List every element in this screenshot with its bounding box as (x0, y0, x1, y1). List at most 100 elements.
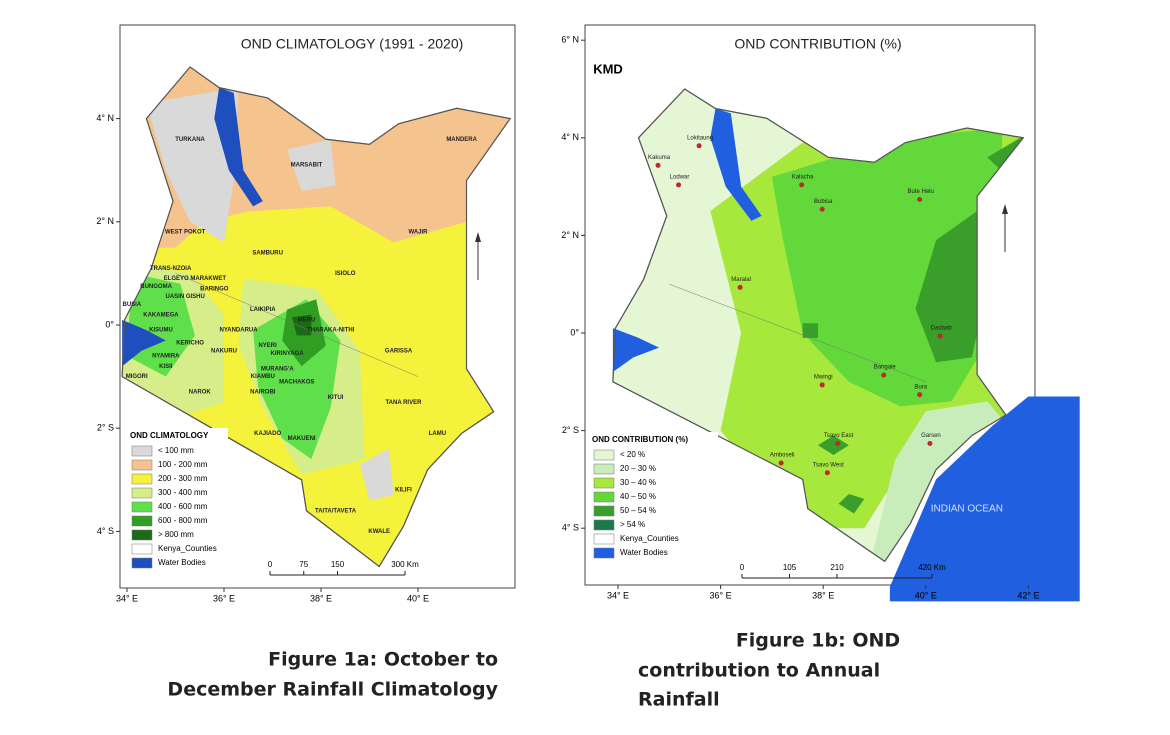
legend-swatch (131, 473, 153, 485)
place-label: KILIFI (395, 488, 412, 494)
legend-label: > 54 % (620, 520, 645, 529)
lat-label: 4° N (561, 132, 579, 142)
legend-swatch (593, 477, 615, 489)
place-label: KWALE (368, 529, 390, 535)
place-label: NYERI (258, 343, 277, 349)
zone (818, 435, 849, 455)
town-dot (937, 333, 943, 339)
place-label: Bura (914, 384, 927, 390)
lat-label: 0° (570, 327, 579, 337)
lon-label: 34° E (116, 593, 138, 603)
place-label: KISII (159, 364, 173, 370)
lon-label: 38° E (310, 593, 332, 603)
place-label: BUSIA (123, 302, 142, 308)
place-label: Bute Helu (907, 189, 933, 195)
map-title: OND CLIMATOLOGY (1991 - 2020) (241, 36, 464, 52)
scale-label: 0 (268, 560, 273, 569)
place-label: LAIKIPIA (250, 307, 276, 313)
lon-label: 36° E (213, 593, 235, 603)
town-dot (819, 206, 825, 212)
legend-swatch (131, 543, 153, 555)
place-label: Bubisa (814, 199, 833, 205)
caption: Figure 1b: OND (736, 630, 900, 652)
legend-label: Water Bodies (620, 548, 668, 557)
legend-label: 40 – 50 % (620, 492, 656, 501)
scale-label: 420 Km (918, 563, 946, 572)
country-outline (121, 66, 512, 568)
legend-swatch (131, 501, 153, 513)
place-label: UASIN GISHU (166, 294, 205, 300)
legend-swatch (131, 557, 153, 569)
place-label: MARSABIT (291, 163, 323, 169)
scale-label: 105 (783, 563, 797, 572)
place-label: NYAMIRA (152, 354, 180, 360)
town-dot (676, 182, 682, 188)
place-label: KITUI (328, 395, 344, 401)
place-label: BUNGOMA (140, 284, 172, 290)
place-label: LAMU (429, 431, 446, 437)
legend-label: Kenya_Counties (620, 534, 679, 543)
map-title: OND CONTRIBUTION (%) (734, 36, 901, 52)
place-label: MANDERA (446, 137, 477, 143)
lon-label: 42° E (1017, 590, 1039, 600)
lake-turkana (214, 87, 263, 207)
lat-label: 2° N (96, 216, 114, 226)
lat-label: 4° N (96, 113, 114, 123)
place-label: Garsen (921, 433, 941, 439)
place-label: TURKANA (175, 137, 205, 143)
place-label: Dadaab (931, 326, 953, 332)
place-label: Mwingi (814, 374, 833, 380)
town-dot (819, 382, 825, 388)
lon-label: 40° E (407, 593, 429, 603)
legend-title: OND CONTRIBUTION (%) (592, 435, 688, 444)
legend-label: 600 - 800 mm (158, 516, 208, 525)
town-dot (778, 460, 784, 466)
place-label: Kakuma (648, 155, 671, 161)
north-arrow-head (475, 232, 481, 242)
town-dot (696, 143, 702, 149)
place-label: THARAKA-NITHI (307, 328, 355, 334)
place-label: KISUMU (149, 328, 173, 334)
lat-label: 2° S (562, 425, 579, 435)
town-dot (927, 440, 933, 446)
lon-label: 36° E (710, 590, 732, 600)
logo: KMD (593, 61, 623, 76)
place-label: KAKAMEGA (143, 312, 179, 318)
scale-label: 75 (299, 560, 308, 569)
ocean (889, 396, 1080, 602)
place-label: MERU (298, 317, 316, 323)
caption: Figure 1a: October to (268, 649, 498, 671)
legend-swatch (593, 463, 615, 475)
place-label: WAJIR (408, 230, 428, 236)
zone (802, 323, 819, 338)
place-label: MIGORI (126, 374, 148, 380)
place-label: KAJIADO (254, 431, 281, 437)
legend-swatch (593, 449, 615, 461)
place-label: KIAMBU (251, 374, 275, 380)
place-label: MAKUENI (288, 436, 316, 442)
zone (291, 314, 312, 336)
county-line (669, 283, 926, 383)
place-label: INDIAN OCEAN (931, 503, 1003, 514)
zone (838, 494, 865, 514)
place-label: MACHAKOS (279, 379, 314, 385)
legend-swatch (593, 491, 615, 503)
place-label: NYANDARUA (219, 328, 258, 334)
place-label: Tsavo East (824, 433, 854, 439)
place-label: BARINGO (200, 286, 229, 292)
lat-label: 0° (105, 319, 114, 329)
legend-swatch (131, 529, 153, 541)
lon-label: 38° E (812, 590, 834, 600)
place-label: TRANS-NZOIA (150, 266, 192, 272)
caption: contribution to Annual (638, 660, 880, 682)
lake-victoria (122, 319, 166, 367)
caption: Rainfall (638, 689, 720, 711)
lat-label: 2° N (561, 230, 579, 240)
town-dot (737, 284, 743, 290)
place-label: Tsavo West (813, 462, 844, 468)
north-arrow-head (1002, 204, 1008, 214)
place-label: GARISSA (385, 348, 413, 354)
legend-swatch (593, 505, 615, 517)
place-label: MURANG'A (261, 366, 294, 372)
